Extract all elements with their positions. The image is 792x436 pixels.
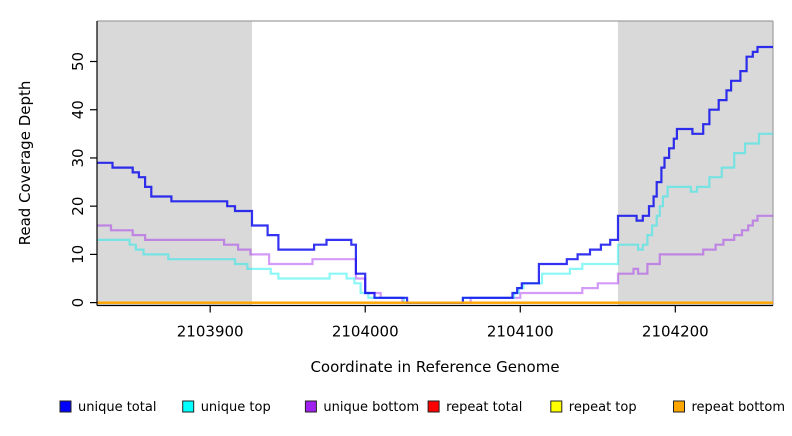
legend-item-repeat-total: repeat total	[427, 400, 522, 415]
y-tick-label: 50	[69, 52, 87, 71]
legend-label: unique total	[78, 400, 156, 415]
y-tick-label: 30	[69, 148, 87, 167]
y-tick-label: 20	[69, 197, 87, 216]
legend-label: unique bottom	[323, 400, 419, 415]
legend-item-unique-top: unique top	[182, 400, 271, 415]
legend-label: repeat bottom	[692, 400, 786, 415]
legend: unique total unique top unique bottom repea…	[59, 400, 786, 415]
x-tick-label: 2103900	[177, 323, 244, 341]
shaded-region-0	[97, 21, 253, 306]
series-line-unique-total	[97, 45, 773, 304]
y-axis-title: Read Coverage Depth	[16, 81, 34, 246]
x-axis-title: Coordinate in Reference Genome	[310, 358, 559, 376]
legend-swatch-repeat-top-icon	[550, 400, 563, 413]
x-tick-label: 2104100	[487, 323, 554, 341]
shaded-region-1	[617, 21, 773, 306]
plot-frame-layer	[97, 20, 774, 306]
legend-swatch-unique-total-icon	[59, 400, 72, 413]
legend-label: repeat total	[446, 400, 522, 415]
axes-layer: 2103900 2104000 2104100 2104200 0 10 20 30 40 50	[69, 21, 773, 341]
legend-swatch-unique-bottom-icon	[304, 400, 317, 413]
series-line-unique-top	[97, 132, 773, 304]
legend-item-repeat-top: repeat top	[550, 400, 637, 415]
legend-item-unique-bottom: unique bottom	[304, 400, 419, 415]
legend-swatch-unique-top-icon	[182, 400, 195, 413]
legend-item-unique-total: unique total	[59, 400, 156, 415]
legend-swatch-repeat-bottom-icon	[673, 400, 685, 413]
shaded-regions-layer	[97, 21, 773, 306]
x-tick-label: 2104200	[642, 323, 709, 341]
x-tick-label: 2104000	[332, 323, 399, 341]
y-tick-label: 10	[69, 245, 87, 264]
y-tick-label: 40	[69, 100, 87, 119]
legend-label: repeat top	[569, 400, 637, 415]
legend-swatch-repeat-total-icon	[427, 400, 440, 413]
y-tick-label: 0	[69, 298, 87, 308]
series-layer	[97, 45, 773, 304]
series-line-unique-bottom	[97, 214, 773, 304]
legend-label: unique top	[201, 400, 271, 415]
legend-item-repeat-bottom: repeat bottom	[673, 400, 786, 415]
